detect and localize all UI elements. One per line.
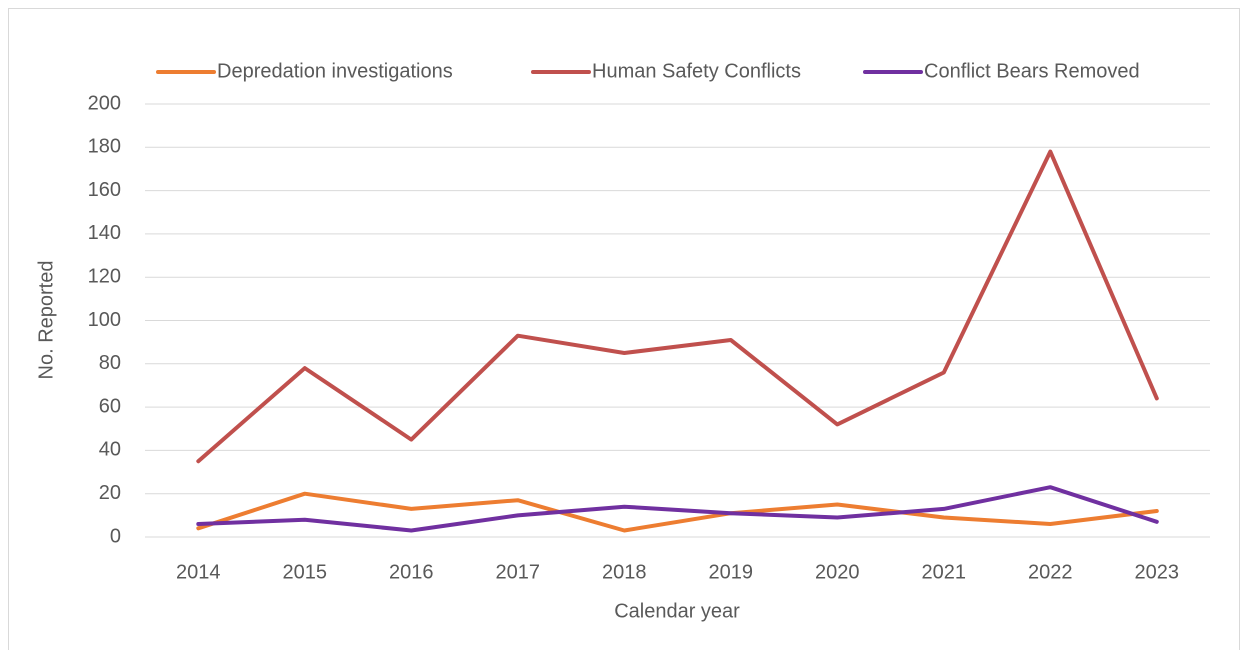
x-tick-label: 2022 xyxy=(1028,561,1073,583)
legend-label: Conflict Bears Removed xyxy=(924,60,1140,82)
y-tick-label: 60 xyxy=(99,395,121,417)
x-tick-label: 2015 xyxy=(283,561,328,583)
y-tick-label: 80 xyxy=(99,352,121,374)
y-tick-label: 200 xyxy=(88,92,121,114)
data-line xyxy=(196,149,1159,464)
data-line xyxy=(196,491,1159,533)
legend-label: Human Safety Conflicts xyxy=(592,60,801,82)
y-axis-title: No. Reported xyxy=(35,261,57,380)
y-tick-label: 160 xyxy=(88,179,121,201)
x-tick-label: 2017 xyxy=(496,561,541,583)
y-tick-label: 120 xyxy=(88,265,121,287)
x-tick-label: 2014 xyxy=(176,561,221,583)
y-tick-label: 140 xyxy=(88,222,121,244)
y-tick-label: 100 xyxy=(88,309,121,331)
x-tick-label: 2020 xyxy=(815,561,860,583)
legend-label: Depredation investigations xyxy=(217,60,453,82)
x-tick-label: 2021 xyxy=(922,561,967,583)
chart-frame xyxy=(8,8,1240,650)
x-tick-label: 2016 xyxy=(389,561,434,583)
y-tick-label: 0 xyxy=(110,525,121,547)
y-tick-label: 180 xyxy=(88,136,121,158)
data-line xyxy=(196,485,1159,533)
y-tick-label: 20 xyxy=(99,482,121,504)
x-axis-title: Calendar year xyxy=(614,600,740,622)
y-tick-label: 40 xyxy=(99,439,121,461)
x-tick-label: 2019 xyxy=(709,561,754,583)
x-tick-label: 2018 xyxy=(602,561,647,583)
x-tick-label: 2023 xyxy=(1135,561,1180,583)
